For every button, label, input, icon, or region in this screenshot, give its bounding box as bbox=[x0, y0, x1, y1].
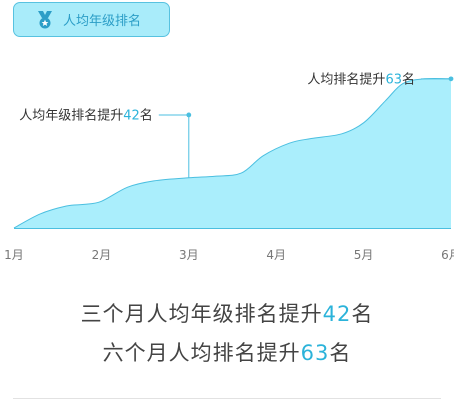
badge-label: 人均年级排名 bbox=[63, 14, 142, 29]
annotation-label: 人均年级排名提升42名 bbox=[19, 107, 153, 123]
annotation-text: 人均年级排名提升 bbox=[19, 107, 123, 123]
annotation-value: 42 bbox=[123, 108, 140, 123]
annotation-dot bbox=[448, 76, 454, 82]
annotation-label: 人均排名提升63名 bbox=[307, 71, 415, 87]
annotation-suffix: 名 bbox=[402, 71, 415, 87]
x-tick-label: 4月 bbox=[266, 248, 286, 262]
summary-line-1-text: 三个月人均年级排名提升 bbox=[80, 302, 323, 326]
ranking-area-chart: 1月2月3月4月5月6月人均年级排名提升42名人均排名提升63名 bbox=[4, 71, 454, 262]
summary-line-2-value: 63 bbox=[300, 341, 330, 365]
summary-line-2-text: 六个月人均排名提升 bbox=[102, 341, 301, 365]
summary-line-1-value: 42 bbox=[322, 302, 352, 326]
x-tick-label: 6月 bbox=[441, 248, 454, 262]
annotation-text: 人均排名提升 bbox=[307, 71, 385, 87]
x-tick-label: 1月 bbox=[4, 248, 24, 262]
area-fill bbox=[14, 78, 451, 228]
x-tick-label: 5月 bbox=[354, 248, 374, 262]
x-tick-label: 3月 bbox=[179, 248, 199, 262]
summary-line-2-suffix: 名 bbox=[329, 341, 352, 365]
annotation-value: 63 bbox=[385, 72, 402, 87]
summary-line-2: 六个月人均排名提升63名 bbox=[0, 337, 454, 367]
annotation-suffix: 名 bbox=[140, 107, 153, 123]
summary-line-1: 三个月人均年级排名提升42名 bbox=[0, 298, 454, 328]
ranking-badge[interactable]: 人均年级排名 bbox=[13, 2, 170, 37]
annotation-dot bbox=[186, 112, 192, 118]
x-tick-label: 2月 bbox=[92, 248, 112, 262]
summary-line-1-suffix: 名 bbox=[351, 302, 374, 326]
area-line bbox=[13, 77, 452, 229]
bottom-divider bbox=[13, 398, 441, 399]
medal-icon bbox=[38, 10, 52, 28]
